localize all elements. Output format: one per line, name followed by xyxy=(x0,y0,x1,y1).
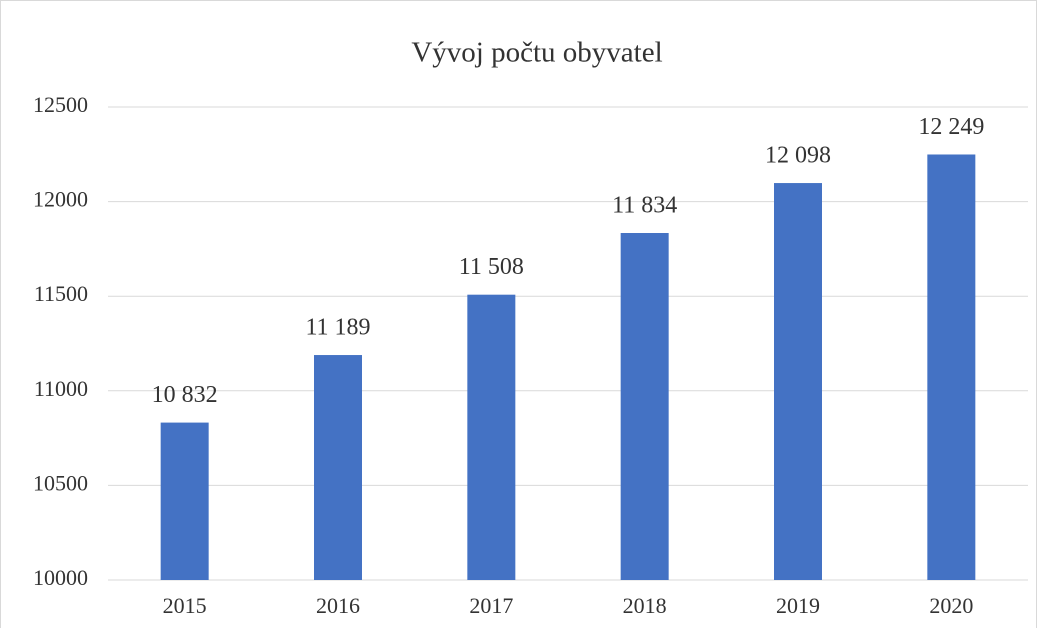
y-tick-label: 10500 xyxy=(33,470,88,495)
x-tick-label: 2018 xyxy=(623,593,667,618)
y-tick-label: 11500 xyxy=(34,281,88,306)
y-tick-label: 10000 xyxy=(33,565,88,590)
value-label: 12 249 xyxy=(918,114,984,140)
value-label: 11 189 xyxy=(305,315,370,341)
value-label: 11 508 xyxy=(459,254,524,280)
value-label: 11 834 xyxy=(612,193,677,219)
x-tick-label: 2016 xyxy=(316,593,360,618)
bar xyxy=(314,355,362,580)
value-label: 10 832 xyxy=(152,382,218,408)
x-tick-label: 2015 xyxy=(163,593,207,618)
value-label: 12 098 xyxy=(765,143,831,169)
x-tick-label: 2020 xyxy=(929,593,973,618)
y-tick-label: 12500 xyxy=(33,92,88,117)
x-tick-label: 2019 xyxy=(776,593,820,618)
bar xyxy=(467,294,516,580)
bar xyxy=(774,183,822,580)
bar xyxy=(160,422,209,580)
bar xyxy=(927,154,976,580)
chart-title: Vývoj počtu obyvatel xyxy=(411,37,662,69)
y-tick-label: 11000 xyxy=(34,376,88,401)
bar xyxy=(620,233,669,580)
y-tick-label: 12000 xyxy=(33,187,88,212)
x-tick-label: 2017 xyxy=(469,593,513,618)
